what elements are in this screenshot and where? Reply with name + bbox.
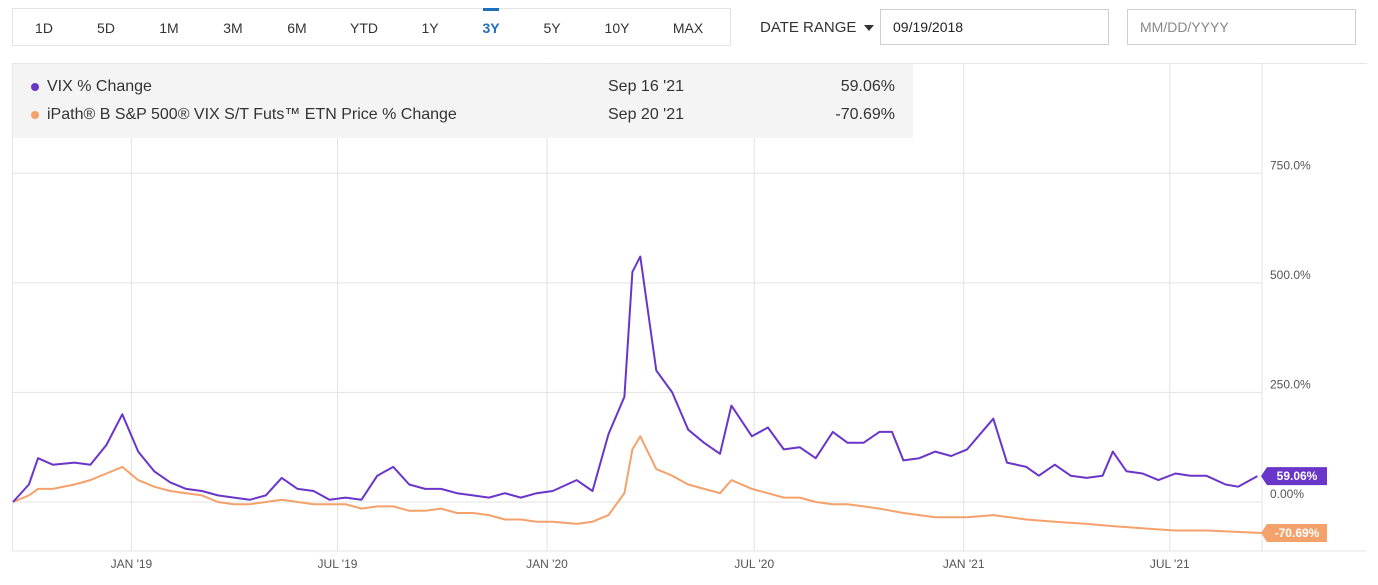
x-tick-label: JUL '21 <box>1150 557 1190 571</box>
legend-series-name: iPath® B S&P 500® VIX S/T Futs™ ETN Pric… <box>47 106 457 123</box>
legend-date: Sep 20 '21 <box>608 106 685 123</box>
start-date-input[interactable] <box>880 9 1109 45</box>
range-tab-1m[interactable]: 1M <box>159 20 179 36</box>
y-tick-label: 0.00% <box>1270 487 1304 501</box>
range-tab-ytd[interactable]: YTD <box>350 20 378 36</box>
series-line-vix <box>12 255 1258 503</box>
end-value-label: -70.69% <box>1275 526 1320 540</box>
range-tab-6m[interactable]: 6M <box>287 20 307 36</box>
end-value-tag <box>1261 523 1327 542</box>
x-tick-label: JAN '19 <box>111 557 153 571</box>
date-range-label: DATE RANGE <box>760 19 857 36</box>
legend-date: Sep 16 '21 <box>608 78 685 95</box>
range-tab-max[interactable]: MAX <box>672 20 704 36</box>
x-tick-label: JUL '20 <box>734 557 774 571</box>
range-tab-1y[interactable]: 1Y <box>421 20 439 36</box>
y-tick-label: 250.0% <box>1270 377 1311 391</box>
end-date-input[interactable] <box>1127 9 1356 45</box>
legend-dot-icon <box>31 83 39 91</box>
legend-row-etn[interactable]: iPath® B S&P 500® VIX S/T Futs™ ETN Pric… <box>13 101 913 129</box>
chart-frame <box>12 63 1367 551</box>
range-tab-bar: 1D 5D 1M 3M 6M YTD 1Y 3Y 5Y 10Y MAX <box>12 8 731 46</box>
range-tab-10y[interactable]: 10Y <box>604 20 630 36</box>
legend-series-name: VIX % Change <box>47 78 152 95</box>
x-tick-label: JUL '19 <box>318 557 358 571</box>
y-tick-label: 500.0% <box>1270 268 1311 282</box>
x-tick-label: JAN '21 <box>943 557 985 571</box>
legend-row-vix[interactable]: VIX % Change Sep 16 '21 59.06% <box>13 73 913 101</box>
range-tab-5d[interactable]: 5D <box>97 20 115 36</box>
caret-down-icon <box>864 25 875 32</box>
chart-legend: VIX % Change Sep 16 '21 59.06% iPath® B … <box>13 64 913 138</box>
range-tab-3m[interactable]: 3M <box>223 20 243 36</box>
end-value-tag <box>1261 467 1327 486</box>
range-tab-5y[interactable]: 5Y <box>543 20 561 36</box>
legend-value: 59.06% <box>840 78 895 95</box>
legend-dot-icon <box>31 111 39 119</box>
range-tab-1d[interactable]: 1D <box>35 20 53 36</box>
date-range-dropdown[interactable]: DATE RANGE <box>760 8 875 46</box>
end-value-label: 59.06% <box>1277 469 1318 483</box>
y-tick-label: 750.0% <box>1270 158 1311 172</box>
range-tab-3y[interactable]: 3Y <box>461 8 521 45</box>
legend-value: -70.69% <box>835 106 895 123</box>
series-line-etn <box>12 435 1263 534</box>
x-tick-label: JAN '20 <box>526 557 568 571</box>
